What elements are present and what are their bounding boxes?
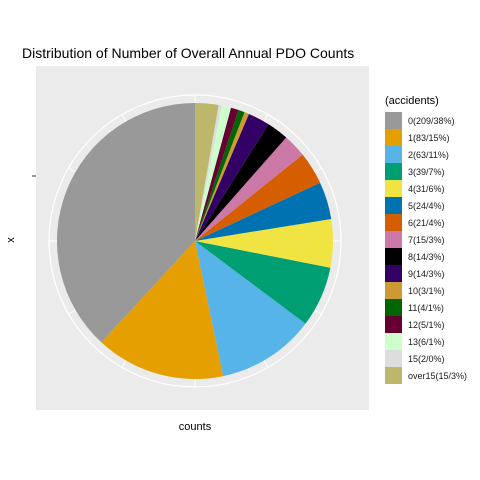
pie-slice-9 xyxy=(195,113,269,241)
legend-key-14 xyxy=(385,350,402,367)
legend-label-8: 8(14/3%) xyxy=(408,252,445,262)
y-axis-title: x xyxy=(5,237,17,243)
pie-slice-7 xyxy=(195,137,303,241)
pie-slice-2 xyxy=(195,241,306,377)
legend-label-4: 4(31/6%) xyxy=(408,184,445,194)
pie-slice-11 xyxy=(195,110,245,241)
legend-key-7 xyxy=(385,231,402,248)
legend-key-12 xyxy=(385,316,402,333)
legend-key-4 xyxy=(385,180,402,197)
pie-slice-6 xyxy=(195,154,321,241)
legend-key-2 xyxy=(385,146,402,163)
pie-slice-0 xyxy=(56,103,195,343)
legend-label-12: 12(5/1%) xyxy=(408,320,445,330)
pie-slice-15 xyxy=(195,103,219,241)
legend-key-10 xyxy=(385,282,402,299)
pie-slice-14 xyxy=(195,105,222,241)
legend-label-7: 7(15/3%) xyxy=(408,235,445,245)
legend-label-3: 3(39/7%) xyxy=(408,167,445,177)
legend-label-11: 11(4/1%) xyxy=(408,303,444,313)
legend: (accidents) 0(209/38%) 1(83/15%) 2(63/11%)… xyxy=(385,95,467,384)
legend-label-2: 2(63/11%) xyxy=(408,150,449,160)
pie-slice-5 xyxy=(195,182,332,241)
legend-label-9: 9(14/3%) xyxy=(408,269,445,279)
legend-key-13 xyxy=(385,333,402,350)
legend-label-13: 13(6/1%) xyxy=(408,337,445,347)
pie-slice-3 xyxy=(195,241,331,324)
legend-key-15 xyxy=(385,367,402,384)
legend-label-14: 15(2/0%) xyxy=(408,354,445,364)
pie-slice-10 xyxy=(195,112,249,242)
pie-slice-8 xyxy=(195,124,287,241)
chart-title: Distribution of Number of Overall Annual… xyxy=(22,45,354,61)
legend-label-1: 1(83/15%) xyxy=(408,133,450,143)
pie-slice-13 xyxy=(195,105,231,241)
legend-key-11 xyxy=(385,299,402,316)
legend-label-5: 5(24/4%) xyxy=(408,201,445,211)
pie-slice-4 xyxy=(195,218,334,268)
legend-key-5 xyxy=(385,197,402,214)
legend-label-0: 0(209/38%) xyxy=(408,116,455,126)
legend-label-15: over15(15/3%) xyxy=(408,371,467,381)
legend-label-10: 10(3/1%) xyxy=(408,286,445,296)
legend-title: (accidents) xyxy=(385,95,439,107)
pie-slice-1 xyxy=(101,241,224,379)
legend-key-6 xyxy=(385,214,402,231)
legend-label-6: 6(21/4%) xyxy=(408,218,445,228)
legend-key-9 xyxy=(385,265,402,282)
pie-slice-12 xyxy=(195,107,239,242)
legend-key-1 xyxy=(385,129,402,146)
x-axis-title: counts xyxy=(179,421,212,433)
legend-key-8 xyxy=(385,248,402,265)
pie-slices xyxy=(56,103,334,379)
legend-key-0 xyxy=(385,112,402,129)
legend-key-3 xyxy=(385,163,402,180)
